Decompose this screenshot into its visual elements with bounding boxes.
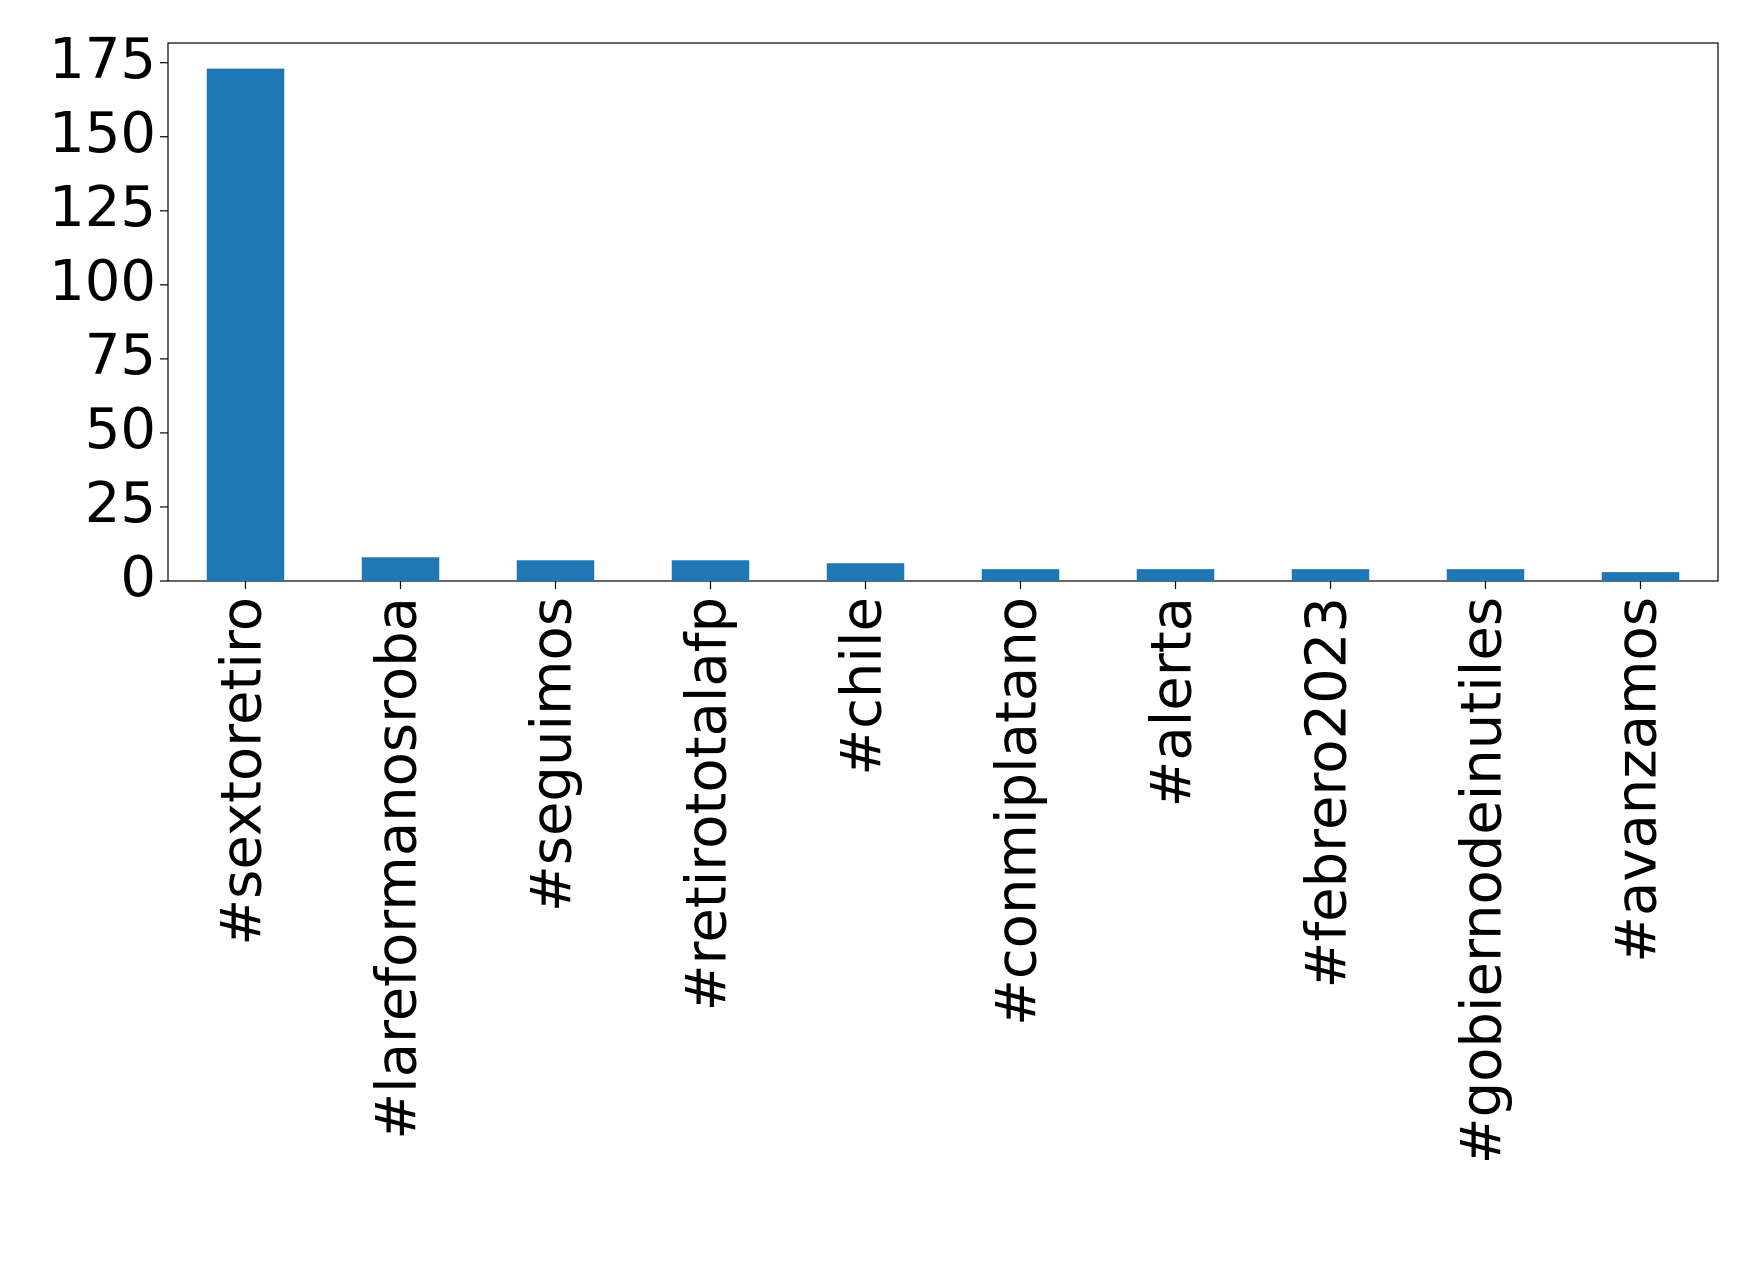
- x-tick-label: #febrero2023: [1295, 597, 1360, 988]
- bar: [1446, 569, 1525, 581]
- bar: [361, 557, 440, 581]
- x-tick-label: #lareformanosroba: [365, 597, 430, 1140]
- bar: [1136, 569, 1215, 581]
- y-tick-label: 75: [85, 323, 156, 388]
- x-tick-label: #sextoretiro: [210, 597, 275, 946]
- x-tick-label: #gobiernodeinutiles: [1450, 597, 1515, 1164]
- x-tick-label: #seguimos: [520, 597, 585, 912]
- bar: [981, 569, 1060, 581]
- x-tick-label: #avanzamos: [1605, 597, 1670, 963]
- x-tick-label: #chile: [830, 597, 895, 776]
- bar: [516, 560, 595, 581]
- bar: [1291, 569, 1370, 581]
- y-tick-label: 150: [49, 101, 156, 166]
- y-tick-label: 125: [49, 175, 156, 240]
- y-tick-label: 175: [49, 27, 156, 92]
- y-tick-label: 0: [120, 545, 156, 610]
- axes-frame: [167, 42, 1719, 582]
- y-tick-label: 50: [85, 397, 156, 462]
- x-tick-label: #conmiplatano: [985, 597, 1050, 1026]
- bar: [1601, 572, 1680, 581]
- y-tick-label: 100: [49, 249, 156, 314]
- x-tick-label: #alerta: [1140, 597, 1205, 808]
- bar: [206, 68, 285, 582]
- bar: [671, 560, 750, 581]
- x-tick-label: #retirototalafp: [675, 597, 740, 1011]
- y-tick-label: 25: [85, 471, 156, 536]
- bar: [826, 563, 905, 581]
